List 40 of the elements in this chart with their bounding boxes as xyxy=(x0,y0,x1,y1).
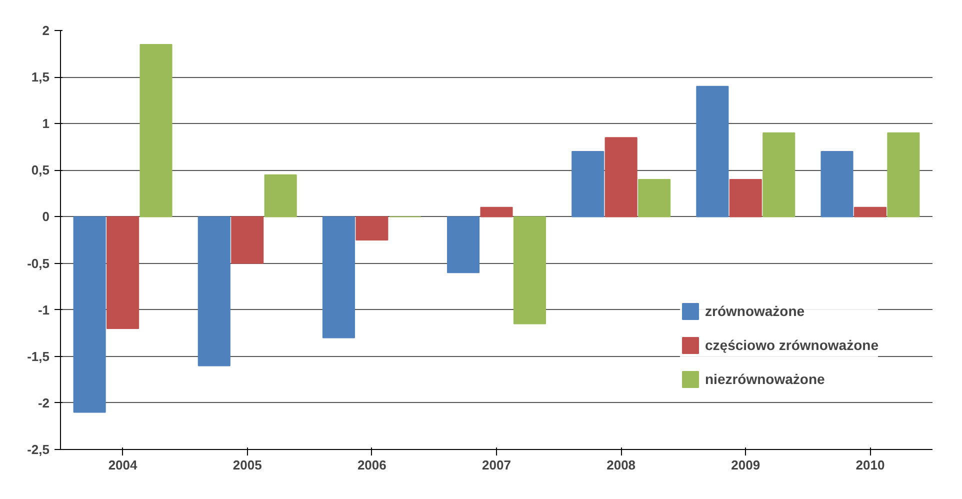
bar xyxy=(140,44,172,218)
bar xyxy=(604,137,638,218)
bar xyxy=(887,132,920,218)
bar xyxy=(231,216,264,264)
x-tick-label: 2006 xyxy=(357,458,386,472)
bar xyxy=(513,216,546,324)
bar xyxy=(762,132,796,218)
bar xyxy=(572,151,604,218)
x-tick-label: 2008 xyxy=(606,458,636,472)
bar xyxy=(106,216,140,329)
bar xyxy=(638,178,671,218)
y-tick-label: 1 xyxy=(42,116,50,132)
bar xyxy=(696,86,729,218)
x-tick-label: 2004 xyxy=(108,458,138,472)
x-tick-label: 2007 xyxy=(482,458,511,472)
bar xyxy=(854,206,886,218)
bar xyxy=(480,206,513,218)
legend-label: niezrównoważone xyxy=(705,371,825,387)
bar xyxy=(356,216,388,240)
bar xyxy=(73,216,106,413)
bar xyxy=(729,178,762,218)
x-tick-label: 2009 xyxy=(731,458,760,472)
y-tick-label: -2,5 xyxy=(27,442,50,457)
y-tick-label: -1,5 xyxy=(27,348,50,364)
y-tick-label: 0 xyxy=(42,209,50,224)
x-tick-label: 2005 xyxy=(232,458,262,472)
legend-label: częściowo zrównoważone xyxy=(705,337,878,353)
bar xyxy=(820,151,854,218)
y-tick-label: -1 xyxy=(38,302,50,318)
bar xyxy=(198,216,230,366)
y-tick-label: 0,5 xyxy=(31,162,50,178)
bar xyxy=(264,174,297,218)
y-tick-label: -2 xyxy=(38,395,50,410)
bar xyxy=(447,216,480,274)
y-tick-label: 1,5 xyxy=(31,70,50,85)
y-tick-label: 2 xyxy=(42,23,50,38)
legend-label: zrównoważone xyxy=(705,303,805,319)
x-tick-label: 2010 xyxy=(856,458,885,472)
y-tick-label: -0,5 xyxy=(27,256,50,271)
bar xyxy=(322,216,355,338)
